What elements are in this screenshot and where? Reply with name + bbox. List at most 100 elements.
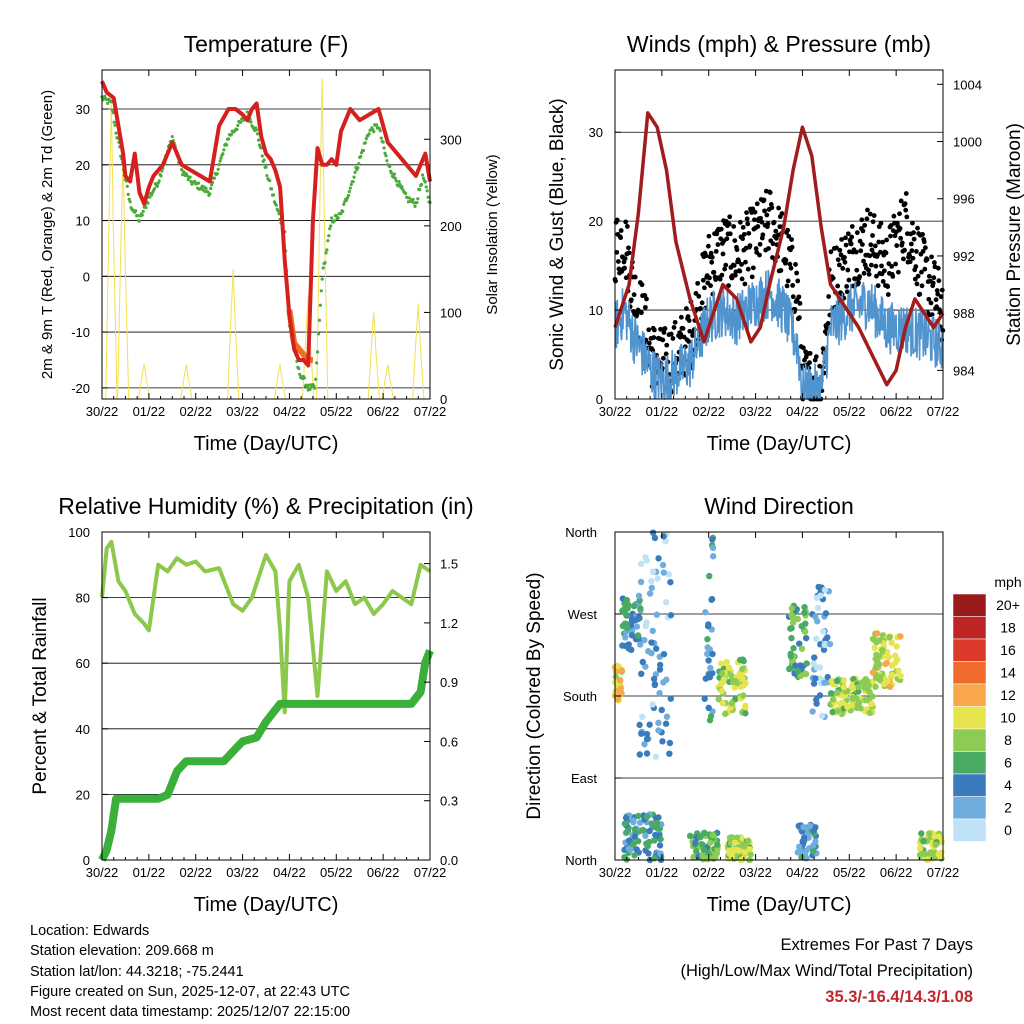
humidity-y2-tick-label: 1.2 xyxy=(440,616,458,631)
direction-point xyxy=(648,584,655,592)
gust-point xyxy=(744,210,749,216)
gust-point xyxy=(913,249,919,254)
temperature-y-tick-label: 20 xyxy=(76,158,90,173)
gust-point xyxy=(660,337,666,343)
gust-point xyxy=(891,213,897,219)
direction-point xyxy=(624,624,631,632)
temperature-y-tick-label: 30 xyxy=(76,102,90,117)
direction-point xyxy=(634,837,642,845)
dewpoint-point xyxy=(339,212,343,216)
dewpoint-point xyxy=(136,213,140,218)
gust-point xyxy=(888,223,894,228)
dewpoint-point xyxy=(313,386,317,390)
direction-point xyxy=(806,822,814,830)
solar-insolation-spike xyxy=(273,364,287,400)
dewpoint-point xyxy=(148,195,152,199)
dewpoint-point xyxy=(256,138,261,142)
direction-point xyxy=(895,667,902,675)
gust-point xyxy=(723,262,729,268)
gust-point xyxy=(893,261,898,267)
direction-point xyxy=(651,681,659,689)
gust-point xyxy=(622,265,627,271)
gust-point xyxy=(917,291,923,297)
gust-point xyxy=(776,205,782,211)
direction-point xyxy=(630,602,638,610)
winds-y2-tick-label: 984 xyxy=(953,363,975,378)
gust-point xyxy=(920,232,925,237)
dewpoint-point xyxy=(385,159,389,163)
dewpoint-point xyxy=(394,179,398,183)
temperature-y-tick-label: 0 xyxy=(83,269,90,284)
dewpoint-point xyxy=(259,146,263,150)
dewpoint-point xyxy=(114,131,118,135)
direction-point xyxy=(732,677,739,685)
direction-point xyxy=(717,660,725,667)
dewpoint-point xyxy=(103,94,107,98)
direction-point xyxy=(651,855,658,862)
extremes-summary: Extremes For Past 7 Days (High/Low/Max W… xyxy=(680,932,973,1010)
gust-point xyxy=(844,284,850,289)
gust-point xyxy=(708,250,714,256)
gust-point xyxy=(661,330,667,335)
dewpoint-point xyxy=(319,289,323,293)
dewpoint-point xyxy=(274,203,278,207)
gust-point xyxy=(908,241,914,247)
direction-point xyxy=(643,840,650,847)
direction-point xyxy=(641,740,648,748)
direction-point xyxy=(822,610,830,617)
gust-point xyxy=(662,326,668,331)
gust-point xyxy=(793,262,798,267)
temperature-x-axis-label: Time (Day/UTC) xyxy=(194,433,339,455)
extremes-title: Extremes For Past 7 Days xyxy=(780,936,973,954)
direction-point xyxy=(641,636,648,644)
direction-point xyxy=(650,675,658,683)
gust-point xyxy=(880,239,886,245)
gust-point xyxy=(787,261,793,267)
gust-point xyxy=(899,240,905,246)
dewpoint-point xyxy=(334,214,338,218)
gust-point xyxy=(754,201,760,207)
gust-point xyxy=(867,211,873,217)
direction-point xyxy=(663,599,670,606)
dewpoint-point xyxy=(328,227,332,231)
colorbar-swatch xyxy=(952,796,987,820)
humidity-x-tick-label: 02/22 xyxy=(179,865,212,880)
gust-point xyxy=(779,211,785,216)
winds-y2-tick-label: 996 xyxy=(953,192,975,207)
gust-point xyxy=(726,221,732,227)
dewpoint-point xyxy=(235,127,239,132)
gust-point xyxy=(758,215,764,221)
direction-point xyxy=(888,671,896,679)
gust-point xyxy=(834,245,839,251)
direction-point xyxy=(643,750,651,757)
direction-point xyxy=(799,838,806,845)
dewpoint-point xyxy=(423,180,427,184)
direction-point xyxy=(706,717,714,724)
dewpoint-point xyxy=(196,181,201,185)
colorbar-label: 20+ xyxy=(996,597,1020,613)
gust-point xyxy=(895,269,901,275)
gust-point xyxy=(914,281,920,287)
gust-point xyxy=(926,273,932,279)
dewpoint-point xyxy=(418,188,422,192)
direction-point xyxy=(795,822,802,830)
gust-point xyxy=(838,252,844,258)
extremes-values: 35.3/-16.4/14.3/1.08 xyxy=(825,988,973,1006)
dewpoint-point xyxy=(378,129,382,133)
dewpoint-point xyxy=(215,172,219,176)
direction-y-tick-label: East xyxy=(571,771,597,786)
dewpoint-point xyxy=(424,185,428,189)
direction-point xyxy=(655,719,662,727)
dewpoint-point xyxy=(180,173,185,177)
direction-point xyxy=(707,839,714,846)
humidity-x-tick-label: 04/22 xyxy=(273,865,306,880)
gust-point xyxy=(672,319,678,325)
direction-point xyxy=(646,827,653,835)
dewpoint-point xyxy=(106,101,110,106)
colorbar-label: 14 xyxy=(1000,665,1016,681)
gust-point xyxy=(871,213,877,218)
gust-point xyxy=(765,221,771,227)
winds-x-axis-label: Time (Day/UTC) xyxy=(707,433,852,455)
direction-point xyxy=(739,674,746,682)
gust-point xyxy=(698,306,703,311)
